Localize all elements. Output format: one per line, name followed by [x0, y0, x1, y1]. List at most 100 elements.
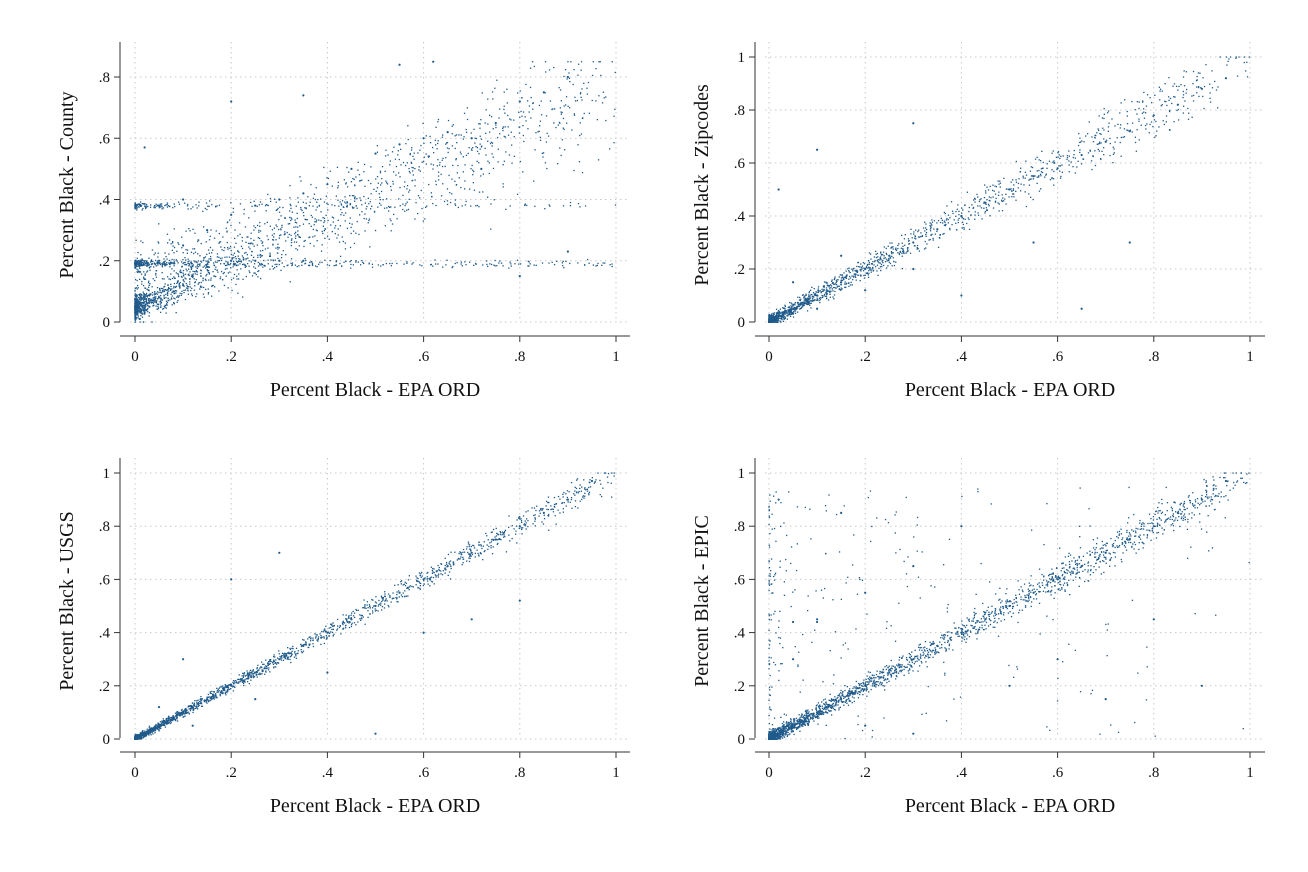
data-point [1056, 167, 1059, 170]
data-point [772, 735, 775, 738]
data-point [566, 250, 570, 253]
data-point [1128, 241, 1131, 244]
data-point [157, 296, 161, 299]
data-point [206, 698, 209, 701]
data-point [470, 618, 473, 621]
plot-zipcodes: 0 .2 .4 .6 .8 1 0 .2 .4 .6 .8 1 Percent Black - EPA … [691, 42, 1265, 401]
data-point [1128, 130, 1131, 133]
data-point [791, 620, 795, 624]
data-point [816, 618, 819, 621]
data-point [518, 100, 521, 103]
data-point [470, 551, 473, 554]
data-point [1056, 578, 1059, 581]
data-point [936, 228, 939, 231]
x-axis-title: Percent Black - EPA ORD [905, 795, 1115, 817]
data-point [791, 307, 795, 310]
data-point [888, 254, 891, 257]
data-point [494, 538, 497, 541]
y-tick-label: .2 [734, 679, 745, 695]
gridlines [130, 42, 630, 323]
data-point [590, 479, 594, 483]
data-point [1080, 565, 1083, 568]
data-point [1224, 479, 1228, 483]
data-point [984, 201, 987, 204]
x-tick-label: .4 [322, 765, 334, 781]
gridlines [765, 42, 1265, 323]
data-point [1200, 684, 1203, 687]
data-point [960, 214, 963, 218]
data-point [157, 259, 161, 262]
data-point [864, 724, 867, 727]
data-point [518, 274, 521, 278]
x-axis-title: Percent Black - EPA ORD [905, 379, 1115, 401]
data-point [254, 671, 257, 674]
data-point [1152, 114, 1155, 117]
data-point [854, 273, 857, 276]
data-point [398, 63, 401, 66]
data-point [422, 578, 425, 581]
x-axis-title: Percent Black - EPA ORD [270, 379, 480, 401]
data-point [816, 620, 819, 624]
x-tick-label: .2 [226, 349, 237, 365]
data-point [1200, 498, 1203, 501]
data-point [1104, 551, 1107, 554]
x-tick-label: .4 [956, 349, 968, 365]
data-point [148, 729, 151, 733]
x-tick-label: 0 [131, 349, 139, 365]
data-point [772, 318, 775, 321]
data-point [960, 294, 963, 297]
data-point [1224, 77, 1228, 80]
data-point [864, 591, 867, 594]
y-tick-label: 0 [103, 315, 111, 331]
x-tick-label: 1 [1246, 349, 1254, 365]
y-tick-label: .8 [734, 103, 745, 119]
data-point [1032, 591, 1035, 594]
x-tick-label: 1 [1246, 765, 1254, 781]
y-tick-label: .2 [99, 254, 110, 270]
data-point [182, 711, 185, 714]
data-point [518, 599, 521, 602]
data-point [422, 631, 425, 634]
data-point [172, 290, 175, 293]
data-point [278, 658, 281, 661]
data-point [220, 690, 223, 693]
data-point [422, 137, 425, 140]
data-point [816, 307, 819, 310]
y-axis-title: Percent Black - County [56, 91, 78, 278]
data-point [148, 305, 151, 308]
x-tick-label: .6 [418, 765, 430, 781]
x-tick-label: .2 [860, 349, 871, 365]
data-point [1008, 684, 1011, 687]
data-points [138, 479, 594, 738]
y-tick-label: .8 [99, 70, 110, 86]
data-point [182, 658, 185, 661]
y-tick-label: .6 [734, 572, 746, 588]
data-point [230, 213, 233, 216]
data-point [1200, 87, 1203, 90]
y-tick-label: 0 [738, 732, 746, 748]
data-point [143, 146, 146, 149]
data-point [912, 732, 915, 735]
x-tick-label: 0 [131, 765, 139, 781]
data-point [374, 732, 377, 735]
y-tick-label: .4 [734, 626, 746, 642]
data-point [138, 735, 141, 738]
data-point [326, 631, 329, 634]
data-point [960, 631, 963, 634]
x-tick-label: .8 [514, 765, 525, 781]
data-point [350, 167, 353, 170]
y-tick-label: .2 [99, 679, 110, 695]
data-points [772, 479, 1228, 738]
data-point [302, 192, 305, 195]
data-point [446, 565, 449, 568]
gridlines [765, 458, 1265, 740]
data-point [1152, 618, 1155, 621]
data-point [1104, 140, 1107, 143]
plot-usgs: 0 .2 .4 .6 .8 1 0 .2 .4 .6 .8 1 Percent Black - EPA … [56, 458, 630, 817]
data-point [566, 75, 570, 79]
data-points [138, 60, 570, 321]
data-point [840, 254, 843, 257]
y-tick-label: .6 [99, 131, 111, 147]
data-point [542, 91, 545, 94]
data-point [398, 591, 401, 594]
